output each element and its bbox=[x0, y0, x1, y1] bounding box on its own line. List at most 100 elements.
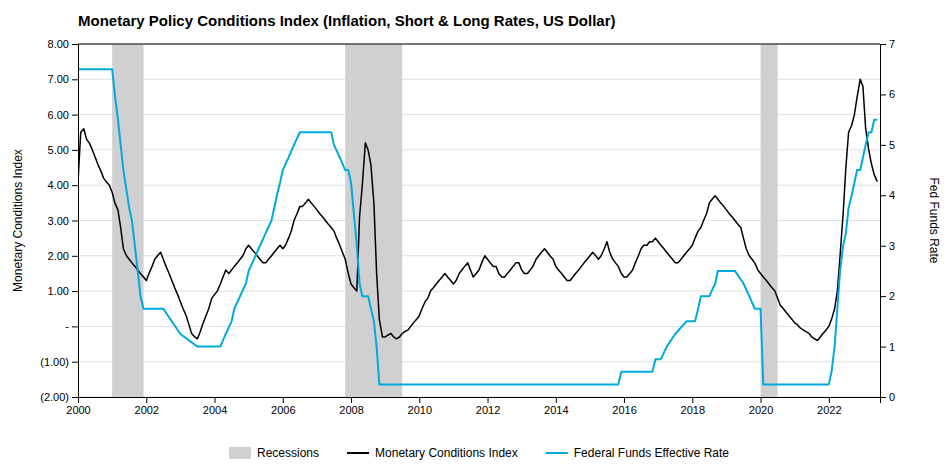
recession-span bbox=[112, 44, 143, 397]
legend-swatch bbox=[347, 452, 369, 454]
axis-line bbox=[79, 398, 881, 404]
tick-label: 2014 bbox=[544, 404, 568, 416]
tick-mark bbox=[72, 291, 78, 292]
tick: 5 bbox=[880, 139, 895, 151]
tick-label: 1 bbox=[889, 341, 895, 353]
legend-swatch bbox=[229, 447, 251, 459]
tick: 6 bbox=[880, 88, 895, 100]
tick: 8.00 bbox=[48, 38, 78, 50]
tick-label: 2008 bbox=[339, 404, 363, 416]
y2-axis: 7 6 5 4 3 2 1 0 bbox=[880, 38, 895, 403]
tick-label: 4.00 bbox=[48, 179, 69, 191]
tick: 1 bbox=[880, 341, 895, 353]
span-series bbox=[112, 44, 777, 397]
tick-mark bbox=[880, 347, 886, 348]
grid-line bbox=[78, 361, 880, 362]
series-line bbox=[78, 69, 877, 384]
tick: 2018 bbox=[681, 397, 705, 416]
plot-area bbox=[78, 44, 877, 397]
y2-axis-title: Fed Funds Rate bbox=[927, 177, 941, 263]
tick-mark bbox=[72, 150, 78, 151]
grid-line bbox=[78, 149, 880, 150]
tick-mark bbox=[880, 195, 886, 196]
tick-mark bbox=[488, 397, 489, 403]
tick-label: 2006 bbox=[271, 404, 295, 416]
grid-line bbox=[78, 185, 880, 186]
tick: 2014 bbox=[544, 397, 568, 416]
tick: (2.00) bbox=[40, 391, 78, 403]
grid-line bbox=[78, 44, 880, 45]
y-axis: (2.00) (1.00) - 1.00 2.00 3.00 4.00 5.00 6.00 7.0… bbox=[40, 38, 78, 403]
tick: 2022 bbox=[817, 397, 841, 416]
tick-label: 2010 bbox=[408, 404, 432, 416]
tick-mark bbox=[880, 44, 886, 45]
grid-line bbox=[78, 79, 880, 80]
tick-mark bbox=[761, 397, 762, 403]
tick-label: 7.00 bbox=[48, 73, 69, 85]
tick: 2012 bbox=[476, 397, 500, 416]
tick: 2006 bbox=[271, 397, 295, 416]
tick: 7 bbox=[880, 38, 895, 50]
tick: 2020 bbox=[749, 397, 773, 416]
legend-item: Monetary Conditions Index bbox=[347, 446, 518, 460]
plot-frame bbox=[78, 44, 880, 45]
tick-label: 0 bbox=[889, 391, 895, 403]
legend: Recessions Monetary Conditions Index Feder… bbox=[229, 446, 729, 460]
chart-title: Monetary Policy Conditions Index (Inflat… bbox=[78, 12, 616, 29]
tick-mark bbox=[692, 397, 693, 403]
tick: 0 bbox=[880, 391, 895, 403]
tick-label: 2 bbox=[889, 290, 895, 302]
tick-label: 2.00 bbox=[48, 250, 69, 262]
tick-mark bbox=[72, 221, 78, 222]
tick: 2.00 bbox=[48, 250, 78, 262]
grid-line bbox=[78, 326, 880, 327]
grid-line bbox=[78, 220, 880, 221]
tick-mark bbox=[72, 397, 78, 398]
tick: 3 bbox=[880, 240, 895, 252]
grid-line bbox=[78, 114, 880, 115]
tick-mark bbox=[72, 44, 78, 45]
tick-label: 3.00 bbox=[48, 215, 69, 227]
tick: 2016 bbox=[612, 397, 636, 416]
recession-span bbox=[761, 44, 778, 397]
tick-label: 3 bbox=[889, 240, 895, 252]
tick-label: 6.00 bbox=[48, 109, 69, 121]
tick-label: (2.00) bbox=[40, 391, 69, 403]
tick-label: 2018 bbox=[681, 404, 705, 416]
axis-line bbox=[881, 45, 887, 398]
axis-line bbox=[72, 45, 79, 398]
tick-mark bbox=[880, 397, 886, 398]
tick-label: 2002 bbox=[135, 404, 159, 416]
tick-label: 2012 bbox=[476, 404, 500, 416]
tick: 2 bbox=[880, 290, 895, 302]
tick-label: 2020 bbox=[749, 404, 773, 416]
series-line bbox=[78, 79, 877, 340]
tick-mark bbox=[72, 256, 78, 257]
tick: 6.00 bbox=[48, 109, 78, 121]
tick: 7.00 bbox=[48, 73, 78, 85]
tick-label: 2022 bbox=[817, 404, 841, 416]
tick: 4 bbox=[880, 189, 895, 201]
tick-label: 2000 bbox=[66, 404, 90, 416]
tick-mark bbox=[880, 145, 886, 146]
legend-label: Federal Funds Effective Rate bbox=[574, 446, 730, 460]
tick-mark bbox=[556, 397, 557, 403]
tick: 2000 bbox=[66, 397, 90, 416]
tick: (1.00) bbox=[40, 356, 78, 368]
tick: 3.00 bbox=[48, 215, 78, 227]
chart: 2000200220042006200820102012201420162018… bbox=[0, 0, 952, 475]
grid bbox=[78, 44, 880, 397]
tick: - bbox=[65, 320, 78, 332]
tick: 1.00 bbox=[48, 285, 78, 297]
tick-label: 5.00 bbox=[48, 144, 69, 156]
tick: 5.00 bbox=[48, 144, 78, 156]
grid-line bbox=[78, 291, 880, 292]
tick-label: 2004 bbox=[203, 404, 227, 416]
tick-mark bbox=[72, 115, 78, 116]
legend-item: Recessions bbox=[229, 446, 319, 460]
tick-mark bbox=[351, 397, 352, 403]
legend-label: Recessions bbox=[257, 446, 319, 460]
tick-mark bbox=[72, 79, 78, 80]
tick: 2004 bbox=[203, 397, 227, 416]
tick-label: - bbox=[65, 320, 69, 332]
